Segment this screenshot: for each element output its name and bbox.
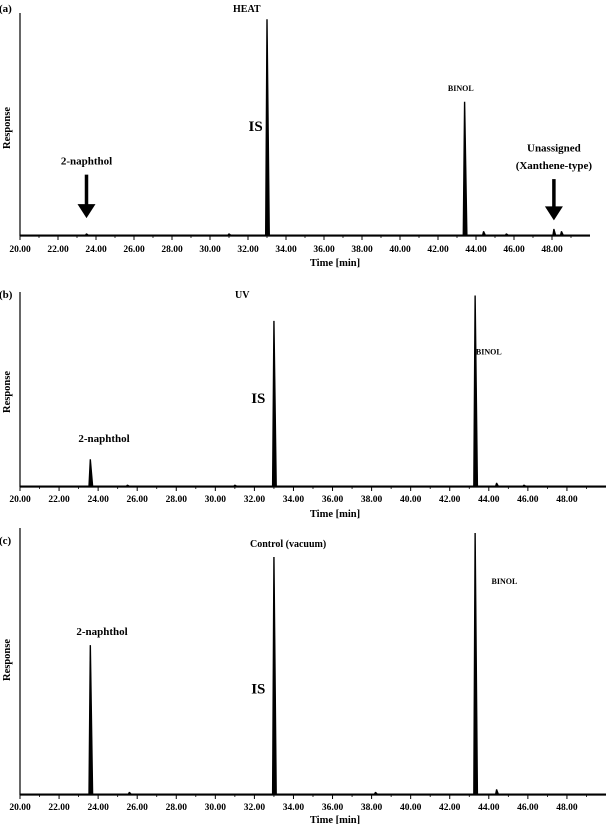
panel-1-title: UV — [235, 290, 250, 301]
panel-1-annotation: BINOL — [476, 347, 502, 356]
panel-2-x-tick-label: 20.00 — [9, 803, 31, 813]
panel-1-x-tick-label: 34.00 — [283, 495, 305, 505]
panel-0-y-axis-title: Response — [2, 107, 13, 149]
panel-1-x-tick-label: 44.00 — [478, 495, 500, 505]
panel-2-y-axis-title: Response — [2, 639, 13, 681]
panel-0-annotation: 2-naphthol — [61, 156, 112, 168]
panel-2-peak — [127, 791, 133, 795]
panel-1-peak — [88, 459, 94, 487]
panel-2-peak — [473, 532, 479, 795]
panel-0-annotation: BINOL — [448, 84, 474, 93]
panel-0-x-tick-label: 32.00 — [237, 245, 259, 255]
panel-1-x-tick-label: 22.00 — [48, 495, 70, 505]
panel-0-annotation: (Xanthene-type) — [516, 160, 593, 172]
panel-1-x-tick-label: 42.00 — [439, 495, 461, 505]
panel-0-peak — [559, 231, 565, 236]
panel-2-x-tick-label: 24.00 — [87, 803, 109, 813]
panel-1-x-tick-label: 46.00 — [517, 495, 539, 505]
panel-0-peak — [504, 233, 510, 236]
panel-2-peak — [88, 645, 94, 795]
panel-1-peak — [521, 484, 528, 487]
panel-2-x-tick-label: 44.00 — [478, 803, 500, 813]
panel-2-x-tick-label: 40.00 — [400, 803, 422, 813]
panel-2-x-tick-label: 38.00 — [361, 803, 383, 813]
panel-1-x-tick-label: 28.00 — [166, 495, 188, 505]
panel-2-x-tick-label: 36.00 — [322, 803, 344, 813]
panel-1-x-tick-label: 26.00 — [127, 495, 149, 505]
panel-2-title: Control (vacuum) — [250, 539, 326, 550]
panel-2-peak — [271, 556, 277, 795]
panel-0-x-tick-label: 28.00 — [161, 245, 183, 255]
panel-1-peak — [473, 295, 479, 487]
panel-1-peak — [232, 484, 239, 487]
panel-2-x-tick-label: 32.00 — [244, 803, 266, 813]
panel-1-label: (b) — [0, 289, 13, 301]
panel-0-annotation: IS — [249, 119, 263, 135]
panel-0-x-tick-label: 26.00 — [123, 245, 145, 255]
panel-0-annotation-arrowhead — [77, 204, 96, 219]
panel-1-annotation: IS — [251, 391, 265, 407]
panel-0-x-tick-label: 38.00 — [351, 245, 373, 255]
panel-0-peak — [227, 233, 233, 236]
panel-0-x-tick-label: 30.00 — [199, 245, 221, 255]
panel-0-x-tick-label: 40.00 — [389, 245, 411, 255]
panel-2-annotation: 2-naphthol — [76, 626, 127, 638]
panel-2-x-tick-label: 46.00 — [517, 803, 539, 813]
panel-2-x-tick-label: 30.00 — [205, 803, 227, 813]
panel-0-peak — [84, 233, 90, 236]
panel-0-peak — [264, 19, 270, 236]
panel-0-x-axis-title: Time [min] — [310, 258, 360, 269]
panel-2-x-tick-label: 26.00 — [127, 803, 149, 813]
panel-2-x-tick-label: 48.00 — [556, 803, 578, 813]
panel-1-peak — [271, 320, 277, 487]
panel-0-title: HEAT — [233, 4, 261, 15]
panel-1-y-axis-title: Response — [2, 371, 13, 413]
panel-0-x-tick-label: 20.00 — [9, 245, 31, 255]
panel-0-peak — [462, 101, 468, 236]
panel-1-x-tick-label: 20.00 — [9, 495, 31, 505]
panel-0-x-tick-label: 24.00 — [85, 245, 107, 255]
panel-0-peak — [481, 231, 487, 236]
panel-0-annotation-arrowhead — [544, 206, 563, 221]
panel-1-annotation: 2-naphthol — [78, 433, 129, 445]
panel-0-annotation: Unassigned — [527, 142, 581, 154]
panel-0-x-tick-label: 46.00 — [503, 245, 525, 255]
panel-1-x-tick-label: 40.00 — [400, 495, 422, 505]
panel-1-peak — [125, 484, 131, 487]
panel-2-peak — [494, 789, 500, 795]
panel-0-x-tick-label: 44.00 — [465, 245, 487, 255]
panel-2-x-tick-label: 22.00 — [48, 803, 70, 813]
panel-0-x-tick-label: 34.00 — [275, 245, 297, 255]
panel-2-annotation: IS — [251, 682, 265, 698]
panel-0-x-tick-label: 36.00 — [313, 245, 335, 255]
panel-0-x-tick-label: 48.00 — [541, 245, 563, 255]
panel-1-x-tick-label: 38.00 — [361, 495, 383, 505]
panel-0-x-tick-label: 42.00 — [427, 245, 449, 255]
panel-0-peak — [552, 228, 557, 236]
panel-2-x-tick-label: 34.00 — [283, 803, 305, 813]
panel-0-x-tick-label: 22.00 — [47, 245, 69, 255]
panel-2-x-axis-title: Time [min] — [310, 815, 360, 824]
panel-1-x-tick-label: 48.00 — [556, 495, 578, 505]
panel-2-label: (c) — [0, 535, 12, 547]
panel-2-peak — [373, 791, 379, 795]
panel-2-x-tick-label: 42.00 — [439, 803, 461, 813]
panel-0-label: (a) — [0, 3, 12, 15]
panel-1-x-tick-label: 36.00 — [322, 495, 344, 505]
panel-2-annotation: BINOL — [492, 577, 518, 586]
panel-2-x-tick-label: 28.00 — [166, 803, 188, 813]
panel-1-x-axis-title: Time [min] — [310, 509, 360, 520]
panel-1-x-tick-label: 24.00 — [87, 495, 109, 505]
panel-1-peak — [494, 482, 500, 487]
panel-1-x-tick-label: 30.00 — [205, 495, 227, 505]
panel-1-x-tick-label: 32.00 — [244, 495, 266, 505]
